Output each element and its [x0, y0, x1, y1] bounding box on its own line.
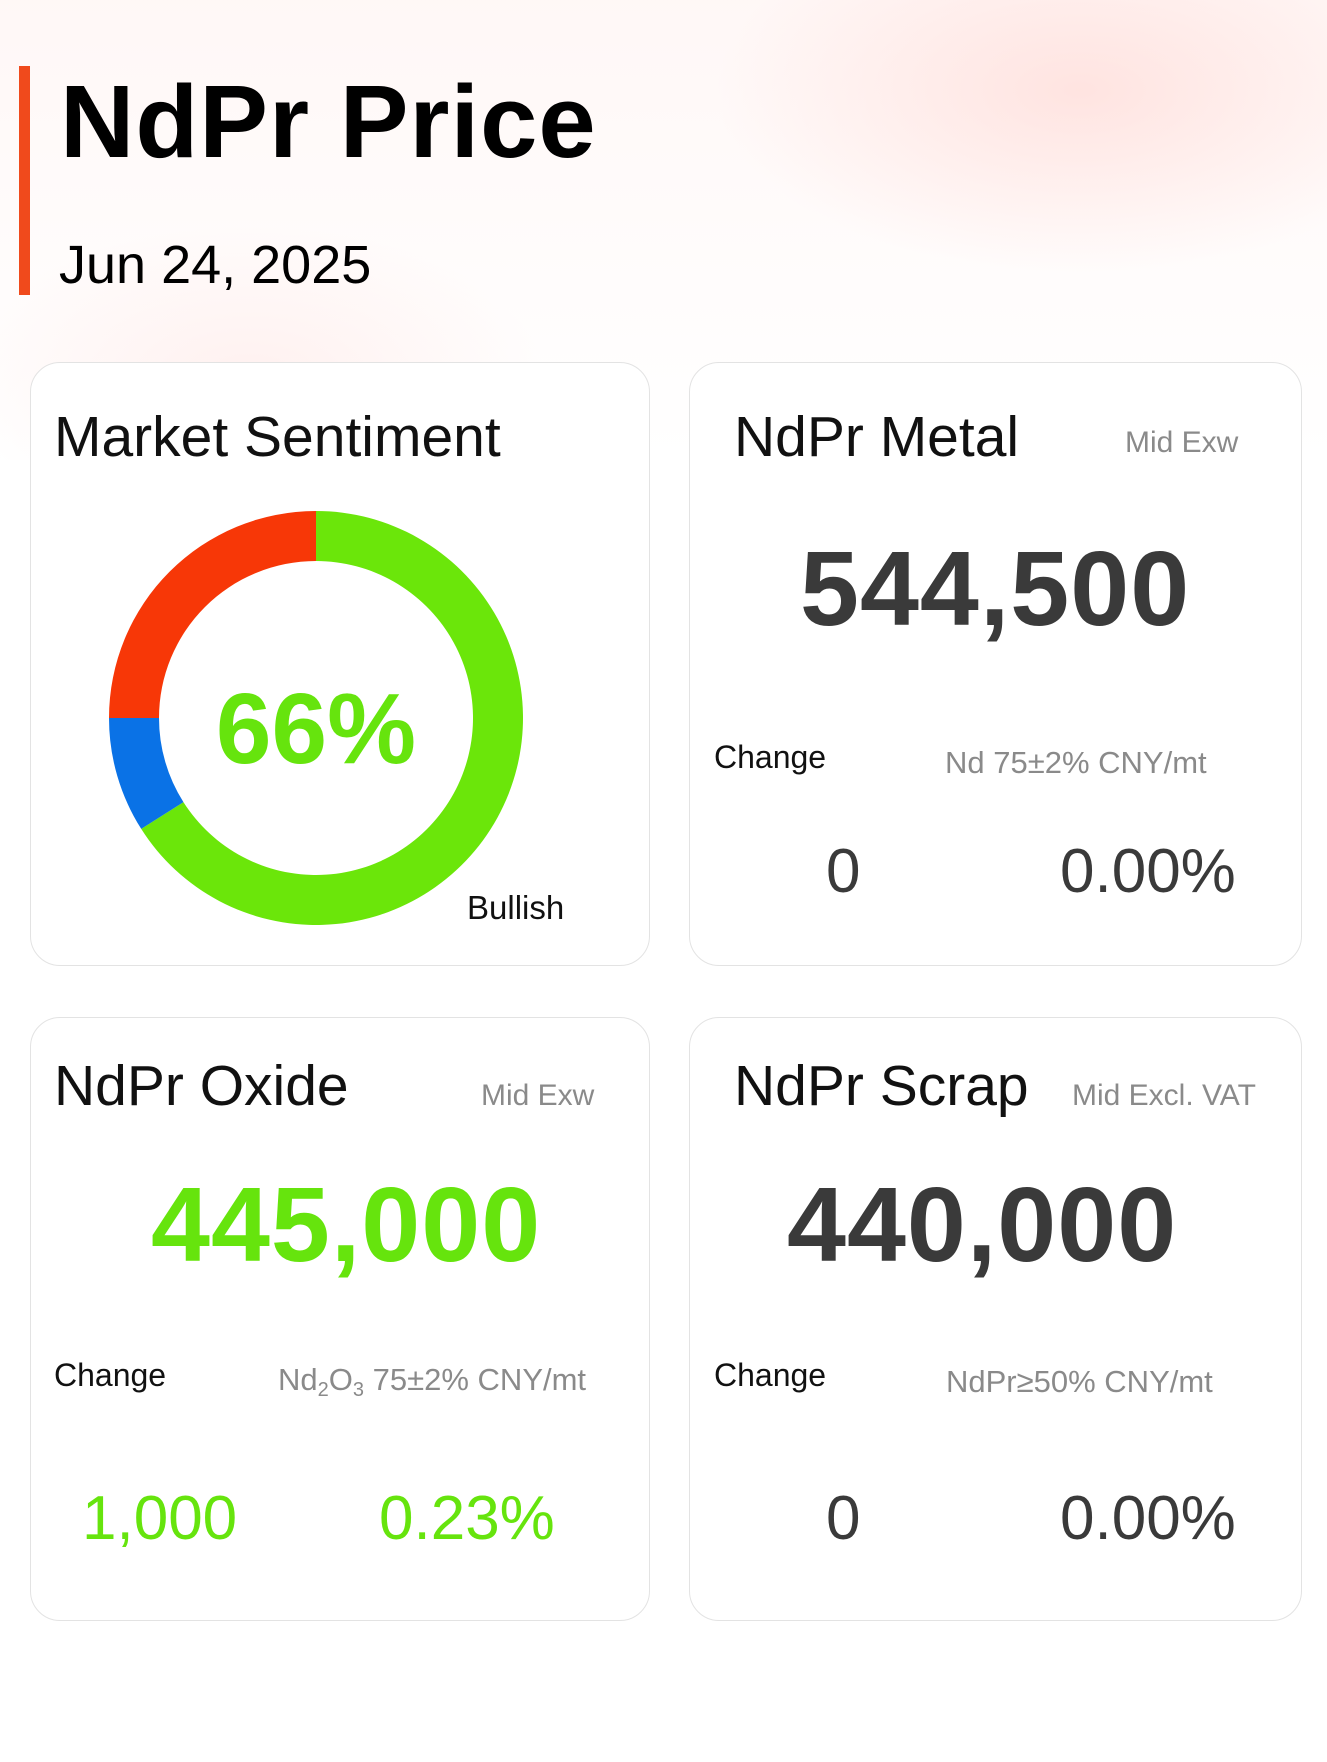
page-title: NdPr Price	[60, 64, 597, 179]
oxide-spec-suffix: 75±2% CNY/mt	[364, 1362, 587, 1397]
donut-segment-neutral	[109, 718, 184, 829]
metal-change-pct: 0.00%	[1060, 837, 1236, 906]
oxide-spec-element-1: Nd	[278, 1362, 318, 1397]
title-accent-bar	[19, 66, 30, 295]
scrap-meta: Mid Excl. VAT	[1072, 1079, 1256, 1112]
metal-spec: Nd 75±2% CNY/mt	[945, 745, 1207, 780]
scrap-change-pct: 0.00%	[1060, 1484, 1236, 1553]
oxide-spec: Nd2O3 75±2% CNY/mt	[278, 1362, 587, 1400]
scrap-title: NdPr Scrap	[734, 1054, 1029, 1118]
metal-meta: Mid Exw	[1125, 426, 1239, 459]
page-date: Jun 24, 2025	[59, 235, 372, 295]
sentiment-percent: 66%	[215, 673, 417, 785]
oxide-spec-subscript-2: 3	[352, 1379, 365, 1401]
sentiment-donut-chart	[109, 511, 523, 925]
metal-title: NdPr Metal	[734, 405, 1020, 469]
oxide-title: NdPr Oxide	[54, 1054, 349, 1118]
oxide-price: 445,000	[151, 1166, 542, 1284]
scrap-price: 440,000	[787, 1166, 1178, 1284]
metal-change-label: Change	[714, 739, 827, 775]
metal-price: 544,500	[800, 530, 1191, 648]
ndpr-scrap-card: NdPr Scrap Mid Excl. VAT 440,000 Change …	[689, 1017, 1302, 1621]
scrap-spec: NdPr≥50% CNY/mt	[946, 1364, 1213, 1399]
ndpr-metal-card: NdPr Metal Mid Exw 544,500 Change Nd 75±…	[689, 362, 1302, 966]
sentiment-title: Market Sentiment	[54, 405, 501, 469]
sentiment-donut: 66%	[101, 503, 531, 933]
oxide-change-pct: 0.23%	[379, 1484, 555, 1553]
oxide-spec-element-2: O	[328, 1362, 353, 1397]
oxide-change-abs: 1,000	[82, 1484, 238, 1553]
oxide-change-label: Change	[54, 1357, 167, 1393]
sentiment-label: Bullish	[467, 889, 565, 926]
scrap-change-label: Change	[714, 1357, 827, 1393]
oxide-meta: Mid Exw	[481, 1079, 595, 1112]
market-sentiment-card: Market Sentiment 66% Bullish	[30, 362, 650, 966]
ndpr-oxide-card: NdPr Oxide Mid Exw 445,000 Change Nd2O3 …	[30, 1017, 650, 1621]
metal-change-abs: 0	[826, 837, 861, 906]
donut-segment-bearish	[109, 511, 316, 718]
scrap-change-abs: 0	[826, 1484, 861, 1553]
oxide-spec-subscript-1: 2	[317, 1379, 329, 1401]
